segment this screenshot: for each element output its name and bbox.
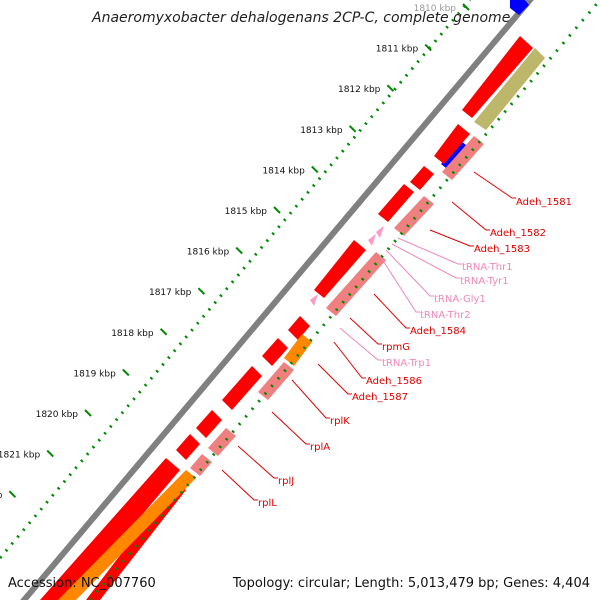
tick-label: 1817 kbp [149, 288, 192, 298]
inner-dot-track [88, 0, 600, 600]
tick-label: 1819 kbp [73, 369, 116, 379]
tick-label: 1818 kbp [111, 329, 154, 339]
tick-marks: 1810 kbp 1811 kbp 1812 kbp 1813 kbp 1814 kbp… [0, 3, 470, 501]
gene-label-rplk: rplK [330, 416, 350, 427]
leader-line [397, 237, 462, 265]
cds-band-light [208, 428, 236, 456]
olive-band [474, 48, 545, 130]
tick-mark [348, 125, 357, 133]
label-leaders [221, 171, 516, 501]
tick-mark [159, 328, 168, 336]
tick-mark [8, 490, 17, 498]
map-title: Anaeromyxobacter dehalogenans 2CP-C, com… [91, 10, 510, 26]
gene-label-adeh-1583: Adeh_1583 [474, 244, 530, 255]
accession-text: Accession: NC_007760 [8, 576, 156, 591]
cds-arrow [222, 366, 262, 410]
leader-line [317, 363, 352, 395]
outer-dot-track [0, 0, 472, 559]
gene-label-adeh-1586: Adeh_1586 [366, 376, 422, 387]
gene-labels: Adeh_1581 Adeh_1582 Adeh_1583 tRNA-Thr1 … [258, 197, 572, 509]
tick-label: 1816 kbp [187, 248, 230, 258]
tick-label: 1812 kbp [338, 85, 381, 95]
gene-label-trna-tyr1: tRNA-Tyr1 [460, 276, 509, 287]
tick-mark [235, 246, 243, 255]
leader-line [391, 243, 460, 279]
cds-arrow [378, 184, 414, 222]
tick-mark [84, 409, 92, 417]
gene-label-adeh-1581: Adeh_1581 [516, 197, 572, 208]
leader-line [271, 411, 310, 445]
cds-band-light [258, 362, 294, 400]
leader-line [291, 379, 330, 419]
cds-arrow [410, 166, 434, 190]
gene-features [40, 0, 545, 600]
leader-line [379, 255, 420, 313]
gene-label-rplj: rplJ [278, 476, 294, 487]
gene-label-adeh-1584: Adeh_1584 [410, 326, 466, 337]
cds-arrow [40, 458, 180, 600]
rrna-band [58, 470, 196, 600]
leader-line [451, 201, 490, 231]
leader-line [373, 293, 410, 329]
cds-arrow [462, 36, 533, 118]
tick-label: 1810 kbp [414, 4, 457, 14]
leader-line [349, 317, 382, 345]
trna-arrow [376, 226, 384, 238]
blue-feature-top [510, 0, 529, 15]
tick-mark [386, 84, 395, 92]
gene-label-rpll: rplL [258, 498, 277, 509]
tick-mark [424, 43, 432, 52]
leader-line [429, 229, 474, 247]
tick-mark [197, 287, 206, 295]
cds-arrow [434, 124, 470, 164]
cds-arrow [262, 338, 288, 366]
tick-mark [46, 449, 54, 458]
trna-arrow [310, 294, 318, 306]
gene-label-adeh-1587: Adeh_1587 [352, 392, 408, 403]
tick-mark [122, 368, 130, 377]
cds-arrow [176, 434, 200, 460]
leader-line [473, 171, 516, 199]
cds-arrow [196, 410, 222, 438]
topology-summary: Topology: circular; Length: 5,013,479 bp… [232, 576, 590, 591]
tick-mark [462, 3, 470, 11]
leader-line [237, 445, 278, 479]
tick-label: 1820 kbp [36, 410, 79, 420]
tick-mark [311, 165, 319, 174]
gene-label-rpla: rplA [310, 442, 330, 453]
backbone-ring [20, 0, 534, 600]
tick-label: 1813 kbp [300, 126, 343, 136]
cds-band-light [442, 136, 484, 180]
cds-band-light [190, 454, 212, 476]
cds-arrow [314, 240, 366, 298]
gene-label-trna-thr1: tRNA-Thr1 [462, 262, 513, 273]
tick-label: 1815 kbp [225, 207, 268, 217]
gene-label-trna-trp1: tRNA-Trp1 [382, 358, 431, 369]
tick-mark [273, 206, 281, 214]
leader-line [221, 469, 258, 501]
tick-label: 1822 kbp [0, 491, 3, 501]
leader-line [385, 249, 434, 297]
leader-line [333, 341, 366, 379]
gene-label-rpmg: rpmG [382, 342, 410, 353]
cds-arrow [288, 316, 310, 340]
trna-arrow [368, 234, 376, 246]
tick-label: 1811 kbp [376, 45, 419, 55]
tick-label: 1814 kbp [262, 166, 305, 176]
gene-label-trna-gly1: tRNA-Gly1 [434, 294, 486, 305]
cds-band-light [394, 196, 434, 236]
leader-line [339, 327, 382, 361]
gene-label-adeh-1582: Adeh_1582 [490, 228, 546, 239]
rrna-band [284, 334, 312, 366]
gene-label-trna-thr2: tRNA-Thr2 [420, 310, 471, 321]
tick-label: 1821 kbp [0, 451, 40, 461]
cds-band-light [326, 252, 386, 316]
